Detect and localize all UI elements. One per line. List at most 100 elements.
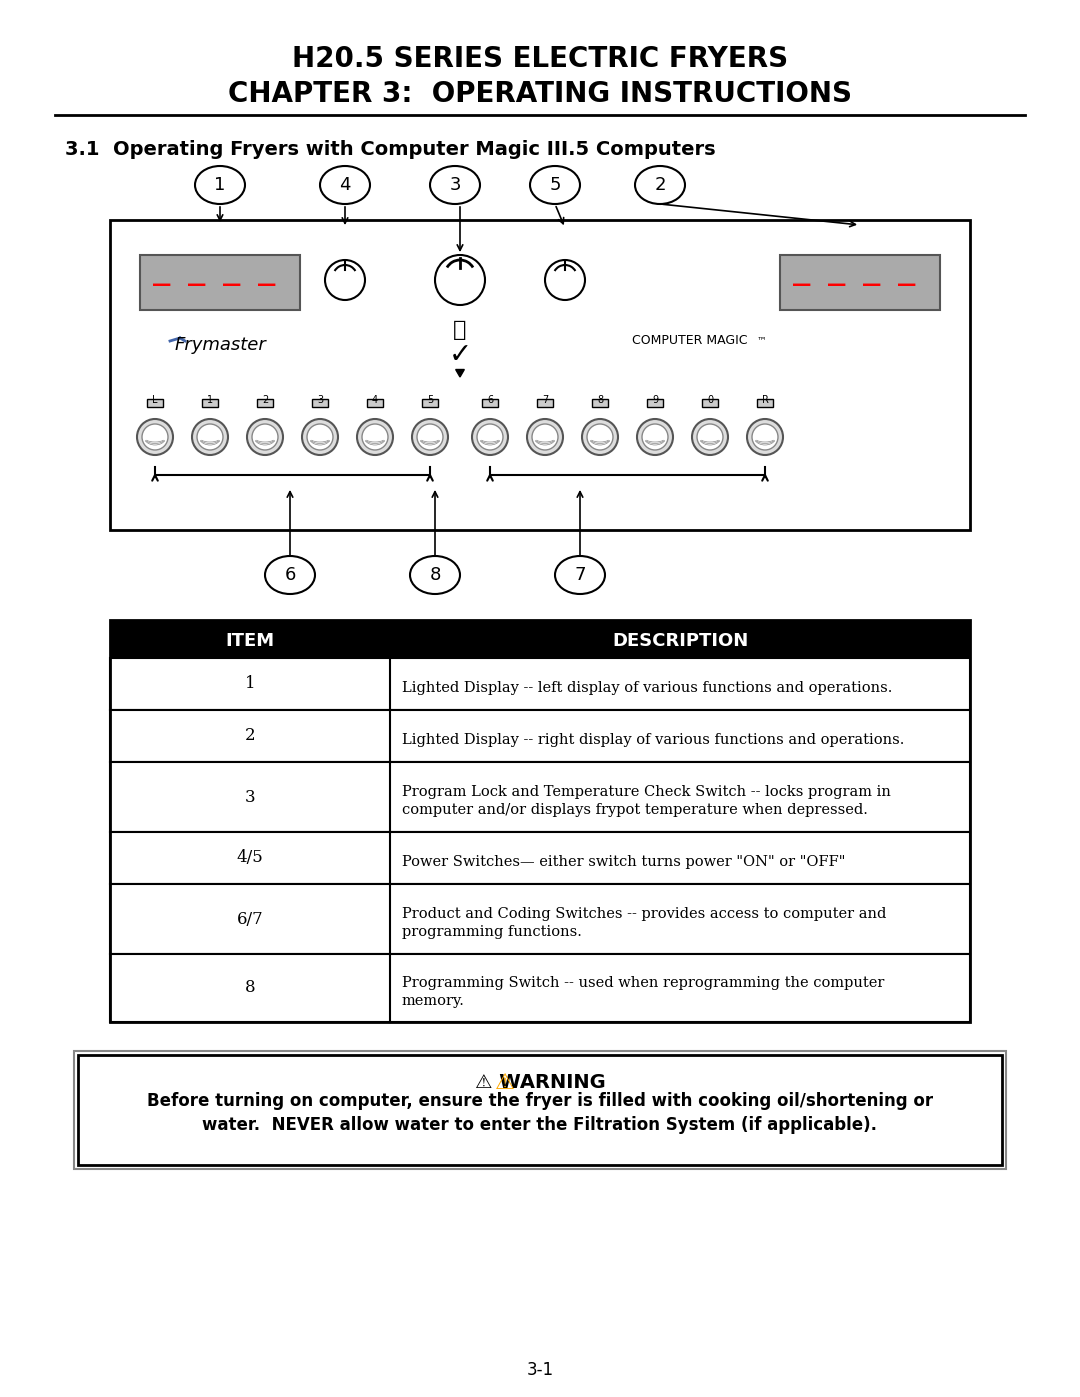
Circle shape — [637, 419, 673, 455]
Text: 1: 1 — [207, 395, 213, 405]
Bar — [110, 710, 970, 761]
Circle shape — [137, 419, 173, 455]
Text: —: — — [257, 275, 276, 295]
Circle shape — [642, 425, 669, 450]
Circle shape — [362, 425, 388, 450]
Text: ITEM: ITEM — [226, 631, 274, 650]
Circle shape — [325, 260, 365, 300]
Text: Product and Coding Switches -- provides access to computer and
programming funct: Product and Coding Switches -- provides … — [402, 907, 887, 939]
Text: CHAPTER 3:  OPERATING INSTRUCTIONS: CHAPTER 3: OPERATING INSTRUCTIONS — [228, 80, 852, 108]
Text: 2: 2 — [261, 395, 268, 405]
Circle shape — [302, 419, 338, 455]
FancyBboxPatch shape — [110, 219, 970, 529]
Circle shape — [307, 425, 333, 450]
Text: 7: 7 — [575, 566, 585, 584]
Text: 8: 8 — [597, 395, 603, 405]
Circle shape — [417, 425, 443, 450]
Text: —: — — [793, 275, 812, 295]
Text: —: — — [862, 275, 881, 295]
Bar — [757, 400, 773, 407]
Circle shape — [472, 419, 508, 455]
Text: —: — — [827, 275, 847, 295]
Text: 4: 4 — [372, 395, 378, 405]
Text: ✓: ✓ — [448, 341, 472, 369]
Bar — [537, 400, 553, 407]
Bar — [140, 256, 300, 310]
Circle shape — [411, 419, 448, 455]
Circle shape — [357, 419, 393, 455]
Text: —: — — [152, 275, 172, 295]
Text: 3: 3 — [245, 788, 255, 806]
Text: DESCRIPTION: DESCRIPTION — [612, 631, 748, 650]
Ellipse shape — [320, 166, 370, 204]
Text: 2: 2 — [654, 176, 665, 194]
FancyBboxPatch shape — [75, 1051, 1005, 1169]
Text: Before turning on computer, ensure the fryer is filled with cooking oil/shorteni: Before turning on computer, ensure the f… — [147, 1091, 933, 1134]
Ellipse shape — [635, 166, 685, 204]
Text: 3-1: 3-1 — [526, 1361, 554, 1379]
Text: 0: 0 — [707, 395, 713, 405]
Text: Program Lock and Temperature Check Switch -- locks program in
computer and/or di: Program Lock and Temperature Check Switc… — [402, 785, 891, 817]
Text: —: — — [897, 275, 917, 295]
Bar — [422, 400, 438, 407]
Bar — [482, 400, 498, 407]
Circle shape — [141, 425, 168, 450]
Text: 🌡: 🌡 — [454, 320, 467, 339]
Circle shape — [588, 425, 613, 450]
Ellipse shape — [265, 556, 315, 594]
Circle shape — [692, 419, 728, 455]
Circle shape — [752, 425, 778, 450]
Bar — [110, 884, 970, 954]
Text: 3: 3 — [316, 395, 323, 405]
Bar — [110, 620, 970, 658]
Text: COMPUTER MAGIC: COMPUTER MAGIC — [632, 334, 747, 346]
Text: ⚠ WARNING: ⚠ WARNING — [474, 1073, 606, 1092]
Ellipse shape — [430, 166, 480, 204]
Bar — [202, 400, 218, 407]
Bar — [110, 620, 970, 1023]
Ellipse shape — [530, 166, 580, 204]
Text: —: — — [222, 275, 242, 295]
Text: 2: 2 — [245, 728, 255, 745]
Circle shape — [582, 419, 618, 455]
Text: 5: 5 — [550, 176, 561, 194]
Text: 6/7: 6/7 — [237, 911, 264, 928]
Bar — [312, 400, 328, 407]
Circle shape — [435, 256, 485, 305]
Text: R: R — [761, 395, 769, 405]
Bar — [647, 400, 663, 407]
Text: 9: 9 — [652, 395, 658, 405]
Bar — [110, 954, 970, 1023]
Text: 1: 1 — [245, 676, 255, 693]
Bar — [702, 400, 718, 407]
Text: 4/5: 4/5 — [237, 849, 264, 866]
Text: Power Switches— either switch turns power "ON" or "OFF": Power Switches— either switch turns powe… — [402, 855, 846, 869]
Text: 3: 3 — [449, 176, 461, 194]
Text: 3.1  Operating Fryers with Computer Magic III.5 Computers: 3.1 Operating Fryers with Computer Magic… — [65, 140, 716, 159]
Ellipse shape — [555, 556, 605, 594]
Circle shape — [192, 419, 228, 455]
Circle shape — [532, 425, 558, 450]
Bar — [367, 400, 383, 407]
Text: ™: ™ — [757, 335, 767, 345]
Text: 4: 4 — [339, 176, 351, 194]
Text: 5: 5 — [427, 395, 433, 405]
Text: ⚠: ⚠ — [495, 1073, 515, 1092]
Text: H20.5 SERIES ELECTRIC FRYERS: H20.5 SERIES ELECTRIC FRYERS — [292, 45, 788, 73]
Circle shape — [247, 419, 283, 455]
Bar — [592, 400, 608, 407]
Ellipse shape — [195, 166, 245, 204]
Text: L: L — [152, 395, 158, 405]
FancyBboxPatch shape — [78, 1055, 1002, 1165]
Bar — [257, 400, 273, 407]
Text: 6: 6 — [284, 566, 296, 584]
Text: Lighted Display -- right display of various functions and operations.: Lighted Display -- right display of vari… — [402, 733, 904, 747]
Bar — [110, 833, 970, 884]
Text: Programming Switch -- used when reprogramming the computer
memory.: Programming Switch -- used when reprogra… — [402, 975, 885, 1009]
Text: 6: 6 — [487, 395, 494, 405]
Circle shape — [697, 425, 723, 450]
Text: 1: 1 — [214, 176, 226, 194]
Circle shape — [197, 425, 222, 450]
Bar — [147, 400, 163, 407]
Text: —: — — [187, 275, 206, 295]
